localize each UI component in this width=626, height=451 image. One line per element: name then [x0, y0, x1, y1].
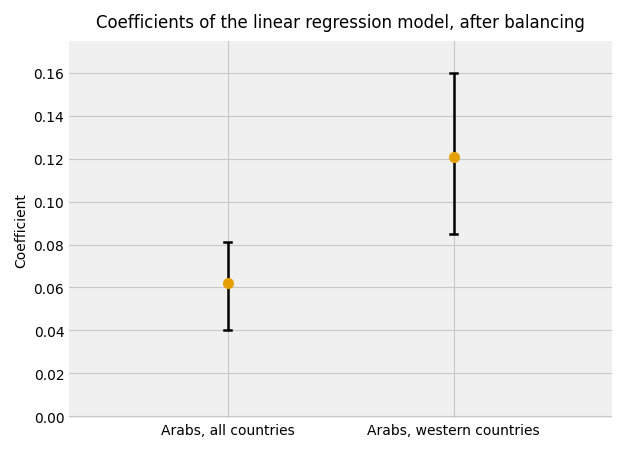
Title: Coefficients of the linear regression model, after balancing: Coefficients of the linear regression mo… [96, 14, 585, 32]
Y-axis label: Coefficient: Coefficient [14, 193, 28, 267]
